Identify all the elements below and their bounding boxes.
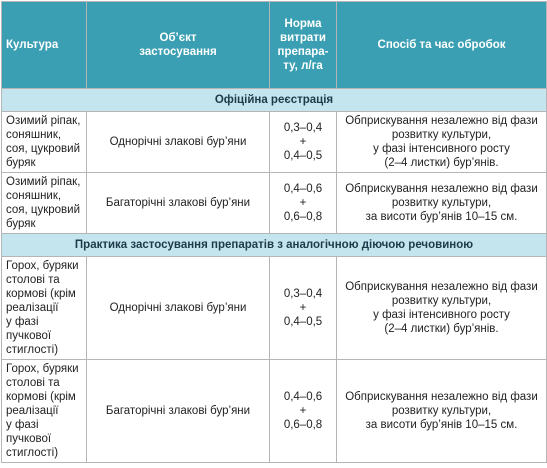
text-line: Обприскування незалежно від фази [345,281,538,293]
text-line: + [299,405,307,417]
text-line: ту, л/га [283,60,323,72]
text-line: Обприскування незалежно від фази [345,391,538,403]
text-line: кормові (крім [6,288,76,300]
header-row: Культура Об’єкт застосування Норма витрати пр… [1,1,547,89]
text-line: 0,3–0,4 [283,288,323,300]
text-line: Обприскування незалежно від фази [345,115,538,127]
text-line: у фазі [6,419,39,431]
text-line: соняшник, [6,129,62,141]
text-line: розвитку культури, [391,405,492,417]
text-line: Однорічні злакові бур’яни [109,136,247,148]
table-cell: Горох, буряки столові та кормові (крім реал… [1,359,87,463]
table-cell: Обприскування незалежно від фази розвитку… [336,111,547,173]
text-line: буряк [6,218,36,230]
text-line: соя, цукровий [6,204,81,216]
table-cell: Багаторічні злакові бур’яни [86,359,270,463]
header-cell: Культура [1,1,87,89]
table-cell: 0,3–0,4 +0,4–0,5 [269,256,337,360]
data-row: Озимий ріпак, соняшник, соя, цукровий буряк… [1,172,547,234]
table-cell: Обприскування незалежно від фази розвитку… [336,256,547,360]
section-title: Офіційна реєстрація [1,88,547,112]
text-line: 0,4–0,5 [283,150,323,162]
text-line: + [299,136,307,148]
text-line: соя, цукровий [6,143,81,155]
text-line: препара- [277,46,329,58]
text-line: Горох, буряки [6,363,79,375]
table-cell: Горох, буряки столові та кормові (крім реал… [1,256,87,360]
section-row: Практика застосування препаратів з анало… [1,233,547,257]
table-cell: 0,3–0,4 +0,4–0,5 [269,111,337,173]
text-line: за висоти бур’янів 10–15 см. [365,211,518,223]
text-line: 0,4–0,5 [283,316,323,328]
text-line: пучкової [6,433,52,445]
text-line: реалізації [6,302,59,314]
text-line: буряк [6,157,36,169]
text-line: 0,4–0,6 [283,183,323,195]
text-line: 0,4–0,6 [283,391,323,403]
table-cell: Обприскування незалежно від фази розвитку… [336,359,547,463]
text-line: розвитку культури, [391,197,492,209]
text-line: (2–4 листки) бур’янів. [384,157,499,169]
text-line: розвитку культури, [391,295,492,307]
table-cell: 0,4–0,6 +0,6–0,8 [269,172,337,234]
text-line: у фазі інтенсивного росту [373,309,510,321]
text-line: у фазі інтенсивного росту [373,143,510,155]
text-line: Спосіб та час обробок [377,39,506,51]
text-line: Озимий ріпак, [6,115,81,127]
data-row: Горох, буряки столові та кормові (крім реал… [1,256,547,360]
section-title: Практика застосування препаратів з анало… [1,233,547,257]
text-line: 0,6–0,8 [283,211,323,223]
text-line: Озимий ріпак, [6,176,81,188]
text-line: соняшник, [6,190,62,202]
text-line: пучкової [6,330,52,342]
table-cell: Однорічні злакові бур’яни [86,111,270,173]
text-line: столові та [6,377,60,389]
section-row: Офіційна реєстрація [1,88,547,112]
data-row: Озимий ріпак, соняшник, соя, цукровий буряк… [1,111,547,173]
text-line: Багаторічні злакові бур’яни [105,197,251,209]
text-line: + [299,302,307,314]
text-line: застосування [139,46,217,58]
text-line: стиглості) [6,344,59,356]
text-line: 0,3–0,4 [283,122,323,134]
text-line: у фазі [6,316,39,328]
table-cell: Озимий ріпак, соняшник, соя, цукровий буряк [1,172,87,234]
table-cell: Озимий ріпак, соняшник, соя, цукровий буряк [1,111,87,173]
text-line: (2–4 листки) бур’янів. [384,323,499,335]
table-cell: Обприскування незалежно від фази розвитку… [336,172,547,234]
text-line: Багаторічні злакові бур’яни [105,405,251,417]
table-cell: 0,4–0,6 +0,6–0,8 [269,359,337,463]
text-line: за висоти бур’янів 10–15 см. [365,419,518,431]
text-line: витрати [280,32,326,44]
text-line: розвитку культури, [391,129,492,141]
header-cell: Норма витрати препара-ту, л/га [269,1,337,89]
table-cell: Однорічні злакові бур’яни [86,256,270,360]
text-line: реалізації [6,405,59,417]
text-line: столові та [6,274,60,286]
table-cell: Багаторічні злакові бур’яни [86,172,270,234]
text-line: 0,6–0,8 [283,419,323,431]
text-line: Однорічні злакові бур’яни [109,302,247,314]
text-line: стиглості) [6,447,59,459]
data-row: Горох, буряки столові та кормові (крім реал… [1,359,547,463]
text-line: Горох, буряки [6,260,79,272]
text-line: Обприскування незалежно від фази [345,183,538,195]
header-cell: Об’єкт застосування [86,1,270,89]
header-cell: Спосіб та час обробок [336,1,547,89]
text-line: + [299,197,307,209]
text-line: Об’єкт [159,32,197,44]
text-line: Норма [284,18,322,30]
text-line: кормові (крім [6,391,76,403]
text-line: Культура [6,39,59,51]
